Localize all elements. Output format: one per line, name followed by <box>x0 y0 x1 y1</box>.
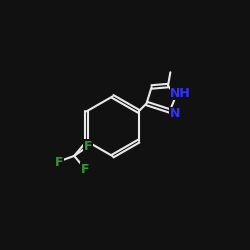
Text: NH: NH <box>170 87 191 100</box>
Text: N: N <box>170 107 180 120</box>
Text: F: F <box>84 140 92 153</box>
Text: F: F <box>54 156 63 169</box>
Text: F: F <box>80 163 89 176</box>
